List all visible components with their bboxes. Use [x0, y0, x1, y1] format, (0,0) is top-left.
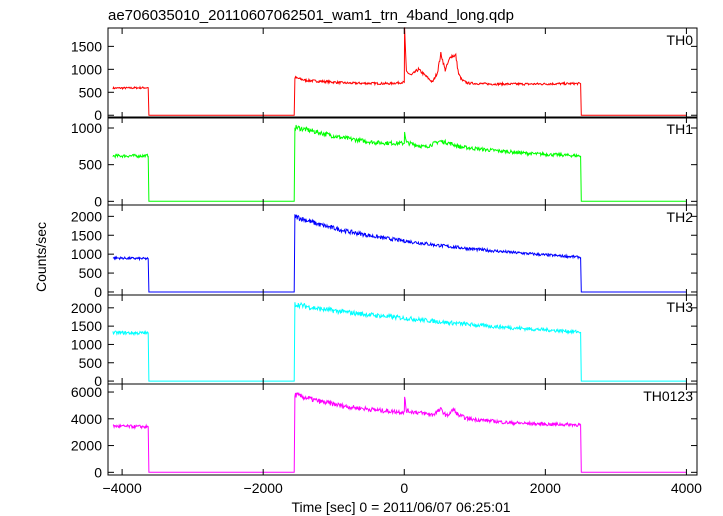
y-tick-label: 1000	[71, 336, 102, 352]
panels: 0 500 1000 1500 TH0 0 500 1000 TH1 0 500 1000 1500 20…	[71, 27, 698, 480]
panel-th2: 0 500 1000 1500 2000 TH2	[71, 204, 698, 300]
y-tick-label: 1000	[71, 120, 102, 136]
y-tick-label: 1500	[71, 318, 102, 334]
y-tick-label: 0	[94, 464, 102, 480]
chart-title: ae706035010_20110607062501_wam1_trn_4ban…	[108, 7, 514, 24]
series-line-th1	[112, 124, 687, 202]
x-axis-label: Time [sec] 0 = 2011/06/07 06:25:01	[291, 499, 510, 515]
y-tick-label: 4000	[71, 411, 102, 427]
panel-frame	[107, 204, 698, 296]
panel-label-th2: TH2	[667, 209, 694, 225]
panel-frame	[107, 294, 698, 385]
y-tick-label: 500	[79, 84, 103, 100]
panel-th3: 0 500 1000 1500 2000 TH3	[71, 294, 698, 389]
series-line-th3	[112, 301, 687, 382]
x-tick-label: −4000	[102, 480, 142, 496]
x-tick-label: −2000	[244, 480, 284, 496]
panel-frame	[107, 383, 698, 476]
panel-label-th1: TH1	[667, 121, 694, 137]
y-tick-label: 0	[94, 107, 102, 123]
x-axis-ticks: −4000 −2000 0 2000 4000	[102, 480, 702, 496]
panel-frame	[107, 116, 698, 206]
panel-th0123: 0 2000 4000 6000 TH0123	[71, 383, 698, 480]
panel-label-th3: TH3	[667, 299, 694, 315]
series-line-th0	[112, 27, 687, 116]
y-tick-label: 1500	[71, 227, 102, 243]
y-axis-label: Counts/sec	[33, 222, 49, 292]
series-line-th0123	[112, 391, 687, 473]
y-tick-label: 6000	[71, 384, 102, 400]
x-tick-label: 0	[400, 480, 408, 496]
y-tick-label: 0	[94, 373, 102, 389]
y-tick-label: 500	[79, 157, 103, 173]
y-tick-label: 2000	[71, 208, 102, 224]
y-tick-label: 1000	[71, 246, 102, 262]
x-tick-label: 2000	[530, 480, 561, 496]
y-tick-label: 500	[79, 265, 103, 281]
y-tick-label: 2000	[71, 438, 102, 454]
panel-th1: 0 500 1000 TH1	[71, 116, 698, 209]
y-tick-label: 0	[94, 193, 102, 209]
y-tick-label: 2000	[71, 300, 102, 316]
y-tick-label: 500	[79, 355, 103, 371]
y-tick-label: 1000	[71, 61, 102, 77]
panel-label-th0: TH0	[667, 32, 694, 48]
y-tick-label: 0	[94, 284, 102, 300]
series-line-th2	[112, 214, 687, 293]
panel-label-th0123: TH0123	[643, 388, 693, 404]
panel-frame	[107, 27, 698, 119]
panel-th0: 0 500 1000 1500 TH0	[71, 27, 698, 123]
y-tick-label: 1500	[71, 38, 102, 54]
x-tick-label: 4000	[671, 480, 702, 496]
